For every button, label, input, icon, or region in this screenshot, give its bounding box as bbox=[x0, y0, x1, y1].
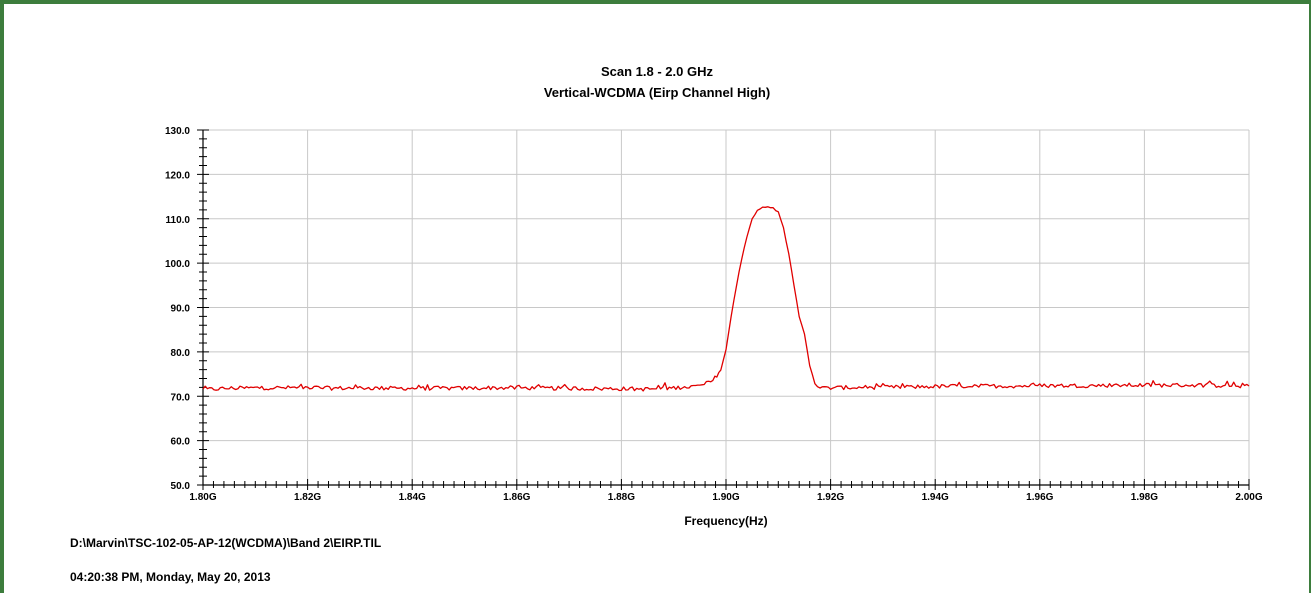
timestamp: 04:20:38 PM, Monday, May 20, 2013 bbox=[70, 570, 271, 584]
y-tick-label: 120.0 bbox=[165, 170, 190, 181]
chart-subtitle: Vertical-WCDMA (Eirp Channel High) bbox=[544, 85, 770, 100]
file-path: D:\Marvin\TSC-102-05-AP-12(WCDMA)\Band 2… bbox=[70, 536, 382, 550]
y-tick-label: 130.0 bbox=[165, 126, 190, 137]
x-tick-label: 1.88G bbox=[608, 492, 635, 503]
grid-lines bbox=[202, 129, 1250, 486]
axes bbox=[197, 129, 1250, 490]
chart-title: Scan 1.8 - 2.0 GHz bbox=[601, 64, 713, 79]
y-tick-label: 90.0 bbox=[171, 304, 191, 315]
y-tick-label: 80.0 bbox=[171, 348, 191, 359]
x-tick-label: 1.94G bbox=[922, 492, 949, 503]
x-tick-label: 2.00G bbox=[1235, 492, 1262, 503]
y-tick-label: 100.0 bbox=[165, 259, 190, 270]
x-tick-label: 1.90G bbox=[712, 492, 739, 503]
y-tick-label: 60.0 bbox=[171, 437, 191, 448]
minor-ticks bbox=[199, 138, 1240, 488]
y-tick-labels: 50.0 60.0 70.0 80.0 90.0 100.0 110.0 120.0 130.0 bbox=[165, 126, 190, 492]
x-tick-label: 1.98G bbox=[1131, 492, 1158, 503]
series-line bbox=[202, 206, 1250, 392]
x-tick-label: 1.84G bbox=[399, 492, 426, 503]
y-tick-label: 70.0 bbox=[171, 392, 191, 403]
chart-canvas: 50.0 60.0 70.0 80.0 90.0 100.0 110.0 120.0 130.0… bbox=[165, 64, 1263, 528]
x-tick-label: 1.82G bbox=[294, 492, 321, 503]
x-tick-labels: 1.80G 1.82G 1.84G 1.86G 1.88G 1.90G 1.92G 1.94G… bbox=[189, 492, 1262, 503]
x-tick-label: 1.86G bbox=[503, 492, 530, 503]
y-tick-label: 50.0 bbox=[171, 481, 191, 492]
plot-area bbox=[202, 206, 1250, 392]
x-tick-label: 1.80G bbox=[189, 492, 216, 503]
x-tick-label: 1.92G bbox=[817, 492, 844, 503]
x-axis-label: Frequency(Hz) bbox=[684, 514, 767, 528]
x-tick-label: 1.96G bbox=[1026, 492, 1053, 503]
y-tick-label: 110.0 bbox=[166, 215, 191, 226]
